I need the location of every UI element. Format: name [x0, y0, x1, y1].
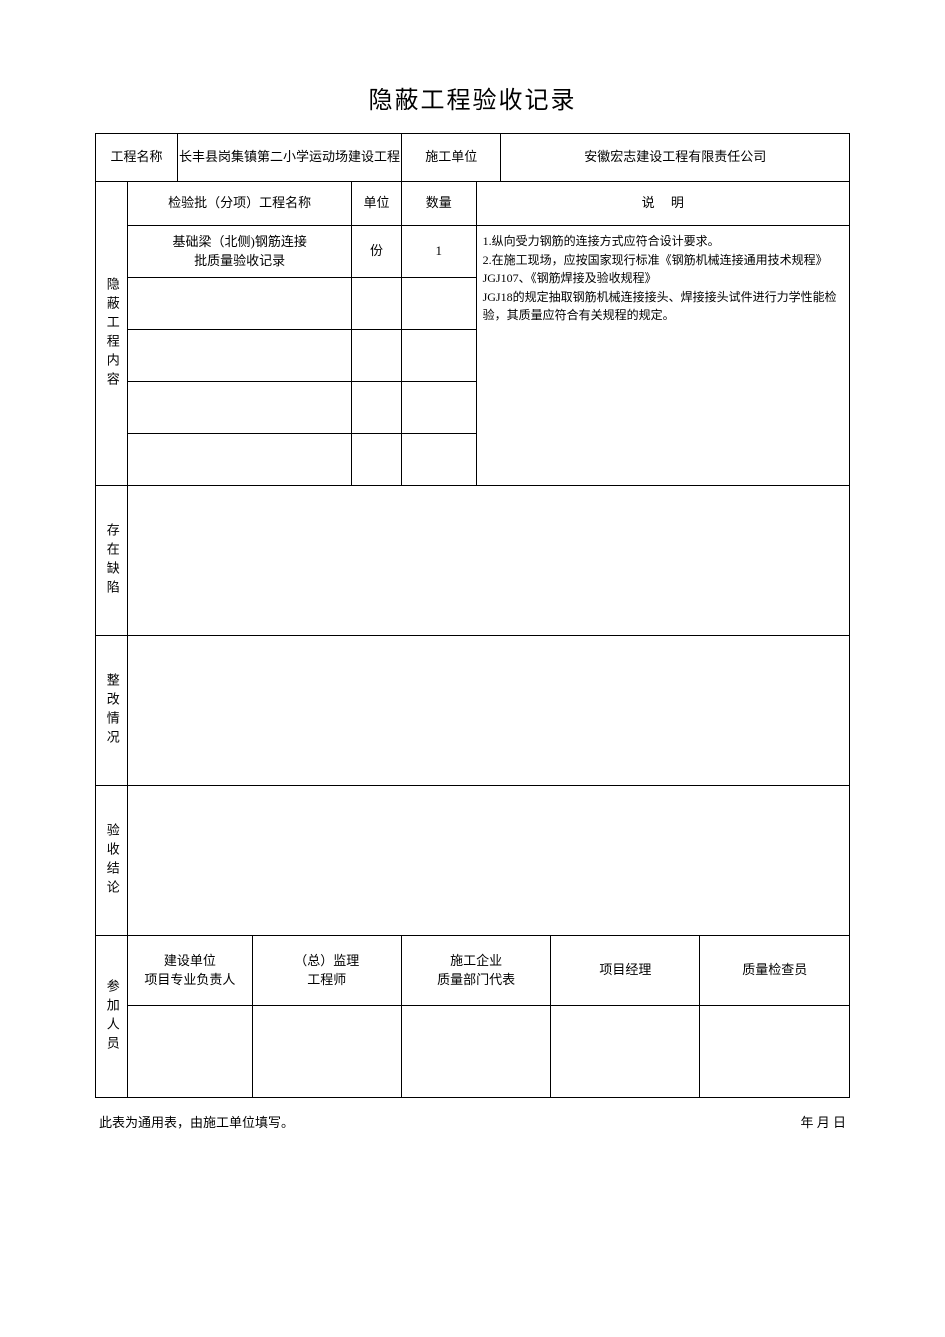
record-table: 工程名称 长丰县岗集镇第二小学运动场建设工程 施工单位 安徽宏志建设工程有限责任…: [95, 133, 850, 1098]
content-row1-name: 基础梁（北侧)钢筋连接 批质量验收记录: [128, 226, 352, 278]
sign-col1-body: [128, 1006, 252, 1098]
content-row2-qty: [401, 278, 476, 330]
org-label: 施工单位: [401, 134, 501, 182]
content-row3-unit: [352, 330, 402, 382]
project-name: 长丰县岗集镇第二小学运动场建设工程: [177, 134, 401, 182]
content-side-label: 隐蔽工程内容: [96, 182, 128, 486]
content-row5-name: [128, 434, 352, 486]
conclusion-label: 验收结论: [96, 786, 128, 936]
defect-body: [128, 486, 850, 636]
sign-col2-header: （总）监理工程师: [252, 936, 401, 1006]
content-row3-name: [128, 330, 352, 382]
sign-col2-body: [252, 1006, 401, 1098]
content-explain: 1.纵向受力钢筋的连接方式应符合设计要求。 2.在施工现场，应按国家现行标准《钢…: [476, 226, 849, 486]
content-row4-unit: [352, 382, 402, 434]
content-row4-name: [128, 382, 352, 434]
sign-col1-header: 建设单位项目专业负责人: [128, 936, 252, 1006]
project-label: 工程名称: [96, 134, 178, 182]
content-row1-qty: 1: [401, 226, 476, 278]
content-row5-qty: [401, 434, 476, 486]
col-explain: 说 明: [476, 182, 849, 226]
page-title: 隐蔽工程验收记录: [95, 80, 850, 115]
sign-col4-header: 项目经理: [551, 936, 700, 1006]
sign-col3-body: [401, 1006, 550, 1098]
conclusion-body: [128, 786, 850, 936]
col-qty: 数量: [401, 182, 476, 226]
sign-col5-header: 质量检查员: [700, 936, 850, 1006]
sign-col5-body: [700, 1006, 850, 1098]
defect-label: 存在缺陷: [96, 486, 128, 636]
col-unit: 单位: [352, 182, 402, 226]
rectify-body: [128, 636, 850, 786]
content-row4-qty: [401, 382, 476, 434]
org-name: 安徽宏志建设工程有限责任公司: [501, 134, 850, 182]
content-row1-unit: 份: [352, 226, 402, 278]
sign-col3-header: 施工企业质量部门代表: [401, 936, 550, 1006]
participants-label: 参加人员: [96, 936, 128, 1098]
content-row2-name: [128, 278, 352, 330]
content-row3-qty: [401, 330, 476, 382]
footer-date: 年 月 日: [800, 1112, 846, 1131]
col-name: 检验批（分项）工程名称: [128, 182, 352, 226]
page-footer: 此表为通用表，由施工单位填写。 年 月 日: [95, 1112, 850, 1131]
sign-col4-body: [551, 1006, 700, 1098]
footer-note: 此表为通用表，由施工单位填写。: [99, 1112, 294, 1131]
content-row2-unit: [352, 278, 402, 330]
rectify-label: 整改情况: [96, 636, 128, 786]
content-row5-unit: [352, 434, 402, 486]
